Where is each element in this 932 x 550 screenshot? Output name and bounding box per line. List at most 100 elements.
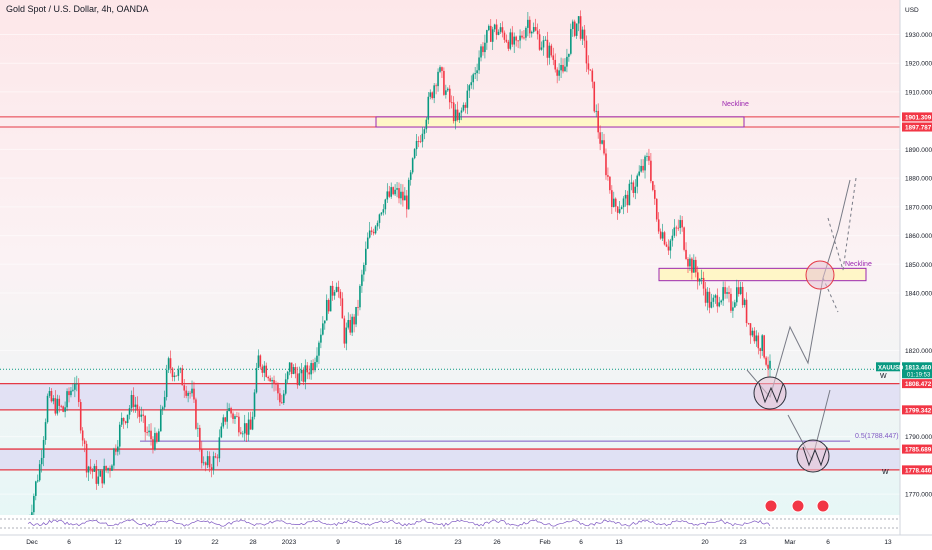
candle-body bbox=[142, 414, 145, 416]
candle-body bbox=[165, 370, 168, 398]
w-label-1: W bbox=[880, 373, 887, 380]
candle-body bbox=[566, 56, 568, 67]
candle-body bbox=[700, 277, 703, 279]
support-zone-2[interactable] bbox=[0, 449, 900, 470]
candle-body bbox=[480, 46, 482, 58]
price-label-countdown: 01:19:53 bbox=[907, 372, 931, 378]
candle-body bbox=[58, 398, 61, 406]
candle-body bbox=[458, 112, 461, 120]
price-label-text: 1901.309 bbox=[905, 114, 932, 121]
candle-body bbox=[425, 119, 428, 130]
candle-body bbox=[382, 209, 385, 213]
candle-body bbox=[593, 81, 596, 112]
candle-body bbox=[696, 272, 699, 282]
candle-body bbox=[175, 375, 178, 377]
candle-body bbox=[415, 141, 418, 150]
candle-body bbox=[318, 342, 320, 356]
candle-body bbox=[570, 29, 572, 54]
candle-body bbox=[324, 320, 326, 324]
candle-body bbox=[286, 371, 289, 380]
event-flag-icon[interactable] bbox=[791, 499, 805, 513]
pattern-circle-1[interactable] bbox=[753, 376, 787, 410]
price-label-box bbox=[902, 112, 932, 122]
candle-body bbox=[525, 27, 527, 38]
event-flag-icon[interactable] bbox=[764, 499, 778, 513]
candle-body bbox=[503, 32, 506, 40]
candle-body bbox=[316, 355, 318, 363]
candle-body bbox=[107, 468, 109, 471]
candle-body bbox=[515, 36, 517, 41]
candle-body bbox=[767, 364, 769, 369]
candle-body bbox=[579, 16, 582, 39]
support-zone-1[interactable] bbox=[0, 383, 900, 410]
neckline-box-upper[interactable] bbox=[375, 116, 745, 128]
price-label-text: 1897.787 bbox=[905, 125, 932, 132]
candle-body bbox=[730, 293, 732, 311]
candle-body bbox=[66, 391, 68, 408]
candle-body bbox=[83, 440, 86, 444]
candle-body bbox=[470, 82, 473, 86]
candle-body bbox=[341, 298, 344, 319]
oscillator-line bbox=[27, 519, 771, 528]
candle-body bbox=[704, 288, 707, 303]
candle-body bbox=[216, 457, 219, 459]
candle-body bbox=[581, 29, 584, 39]
candle-body bbox=[255, 368, 258, 393]
candle-body bbox=[534, 27, 537, 31]
candle-body bbox=[130, 395, 133, 409]
candle-body bbox=[409, 172, 412, 180]
candle-body bbox=[134, 404, 137, 407]
neckline-break-circle[interactable] bbox=[805, 260, 835, 290]
candle-body bbox=[388, 191, 391, 197]
y-tick-label: 1930.000 bbox=[905, 32, 932, 39]
candle-body bbox=[609, 176, 611, 191]
candle-body bbox=[163, 397, 166, 408]
candle-body bbox=[739, 286, 742, 295]
candle-body bbox=[644, 156, 646, 171]
candle-body bbox=[154, 433, 156, 450]
candle-body bbox=[214, 456, 217, 458]
price-label-box bbox=[902, 379, 932, 389]
candle-body bbox=[499, 27, 502, 32]
neckline-label-upper: Neckline bbox=[722, 101, 749, 108]
candle-body bbox=[282, 393, 285, 404]
candle-body bbox=[575, 23, 578, 36]
candle-body bbox=[530, 31, 533, 34]
x-tick-label: 12 bbox=[114, 539, 122, 546]
candle-body bbox=[265, 365, 268, 377]
price-axis[interactable] bbox=[900, 0, 932, 550]
candle-body bbox=[743, 299, 746, 306]
candle-body bbox=[753, 330, 756, 342]
candle-body bbox=[447, 88, 449, 91]
candle-body bbox=[419, 141, 422, 143]
candle-body bbox=[42, 440, 45, 458]
time-axis[interactable] bbox=[0, 535, 932, 550]
projection-path-dashed-2 bbox=[827, 177, 857, 271]
candle-body bbox=[384, 199, 387, 210]
candle-body bbox=[271, 380, 273, 382]
price-label-box bbox=[902, 465, 932, 475]
candle-body bbox=[675, 227, 678, 229]
candle-body bbox=[247, 419, 250, 435]
candle-body bbox=[667, 246, 670, 251]
candle-body bbox=[640, 165, 642, 172]
candle-body bbox=[646, 156, 648, 157]
candle-body bbox=[474, 73, 476, 75]
event-flag-icon[interactable] bbox=[816, 499, 830, 513]
candle-body bbox=[693, 259, 695, 273]
candle-body bbox=[751, 330, 754, 336]
candle-body bbox=[359, 285, 361, 308]
price-label-box bbox=[902, 405, 932, 415]
candle-body bbox=[655, 198, 658, 220]
y-tick-label: 1850.000 bbox=[905, 262, 932, 269]
candle-body bbox=[322, 323, 324, 335]
candle-body bbox=[302, 369, 305, 382]
candle-body bbox=[187, 392, 189, 396]
candle-body bbox=[132, 395, 135, 407]
candle-body bbox=[527, 19, 529, 28]
candle-body bbox=[544, 39, 547, 41]
candle-body bbox=[105, 465, 107, 471]
candle-body bbox=[519, 35, 521, 41]
